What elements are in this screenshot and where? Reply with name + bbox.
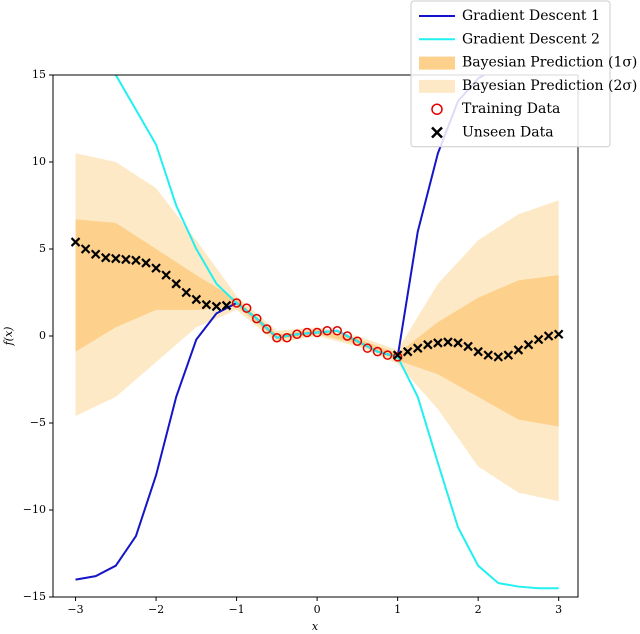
- point: [251, 313, 262, 324]
- point: [483, 350, 493, 360]
- point: [181, 287, 192, 298]
- x-tick-label: 0: [314, 603, 321, 616]
- point: [402, 346, 413, 357]
- point: [131, 255, 141, 266]
- legend-label: Gradient Descent 1: [462, 8, 600, 24]
- x-axis-label: x: [312, 620, 319, 633]
- point: [523, 339, 534, 350]
- legend-label: Training Data: [462, 101, 560, 117]
- point: [151, 263, 161, 273]
- y-tick-label: −10: [23, 503, 46, 516]
- y-tick-label: 5: [39, 242, 46, 255]
- point: [171, 279, 181, 289]
- point: [262, 324, 272, 334]
- line: [114, 75, 559, 590]
- point: [292, 329, 302, 340]
- x-tick-label: −2: [148, 603, 164, 616]
- point: [90, 249, 101, 259]
- legend-box: [410, 0, 611, 148]
- point: [322, 326, 332, 336]
- legend-label: Unseen Data: [462, 125, 554, 141]
- point: [312, 327, 322, 338]
- legend-label: Gradient Descent 2: [462, 31, 600, 47]
- point: [282, 332, 292, 343]
- point: [362, 343, 373, 353]
- x-tick-label: −3: [67, 603, 83, 616]
- point: [412, 343, 423, 353]
- point: [372, 346, 383, 357]
- legend-swatch: [431, 103, 443, 115]
- y-tick-label: 10: [32, 155, 46, 168]
- point: [302, 327, 312, 338]
- point: [513, 345, 524, 355]
- point: [382, 350, 393, 360]
- point: [352, 336, 363, 346]
- x-tick-label: 2: [475, 603, 482, 616]
- y-tick-label: −15: [23, 590, 46, 603]
- band: [75, 219, 559, 427]
- legend-swatch: [419, 56, 455, 70]
- point: [201, 299, 212, 310]
- x-tick-label: 1: [394, 603, 401, 616]
- point: [161, 270, 171, 280]
- point: [272, 332, 282, 343]
- point: [221, 300, 232, 311]
- point: [70, 237, 81, 247]
- y-tick-label: 0: [39, 329, 46, 342]
- point: [141, 258, 151, 268]
- y-axis-label: f(x): [2, 327, 15, 347]
- point: [443, 337, 453, 347]
- point: [543, 331, 554, 341]
- y-tick-label: −5: [30, 416, 46, 429]
- legend: Gradient Descent 1 Gradient Descent 2 Baye…: [410, 0, 637, 148]
- point: [211, 301, 222, 312]
- legend-swatch: [431, 126, 443, 139]
- legend-swatch: [419, 79, 455, 93]
- x-tick-label: 3: [555, 603, 562, 616]
- point: [342, 331, 353, 341]
- legend-label: Bayesian Prediction (2σ): [462, 78, 637, 94]
- point: [121, 254, 131, 265]
- point: [241, 303, 252, 313]
- point: [493, 352, 504, 362]
- point: [503, 350, 514, 360]
- point: [111, 253, 121, 264]
- point: [423, 339, 433, 350]
- point: [332, 326, 342, 336]
- point: [433, 338, 443, 348]
- plot-area: [70, 75, 564, 590]
- point: [392, 352, 403, 362]
- y-tick-label: 15: [32, 68, 46, 81]
- point: [392, 350, 403, 360]
- point: [453, 338, 463, 348]
- x-tick-label: −1: [228, 603, 244, 616]
- point: [533, 334, 544, 345]
- point: [100, 252, 111, 263]
- point: [553, 329, 564, 340]
- point: [463, 341, 473, 352]
- point: [191, 294, 202, 305]
- point: [231, 298, 242, 308]
- band: [75, 153, 559, 502]
- legend-label: Bayesian Prediction (1σ): [462, 55, 637, 71]
- point: [80, 244, 91, 254]
- point: [473, 346, 483, 357]
